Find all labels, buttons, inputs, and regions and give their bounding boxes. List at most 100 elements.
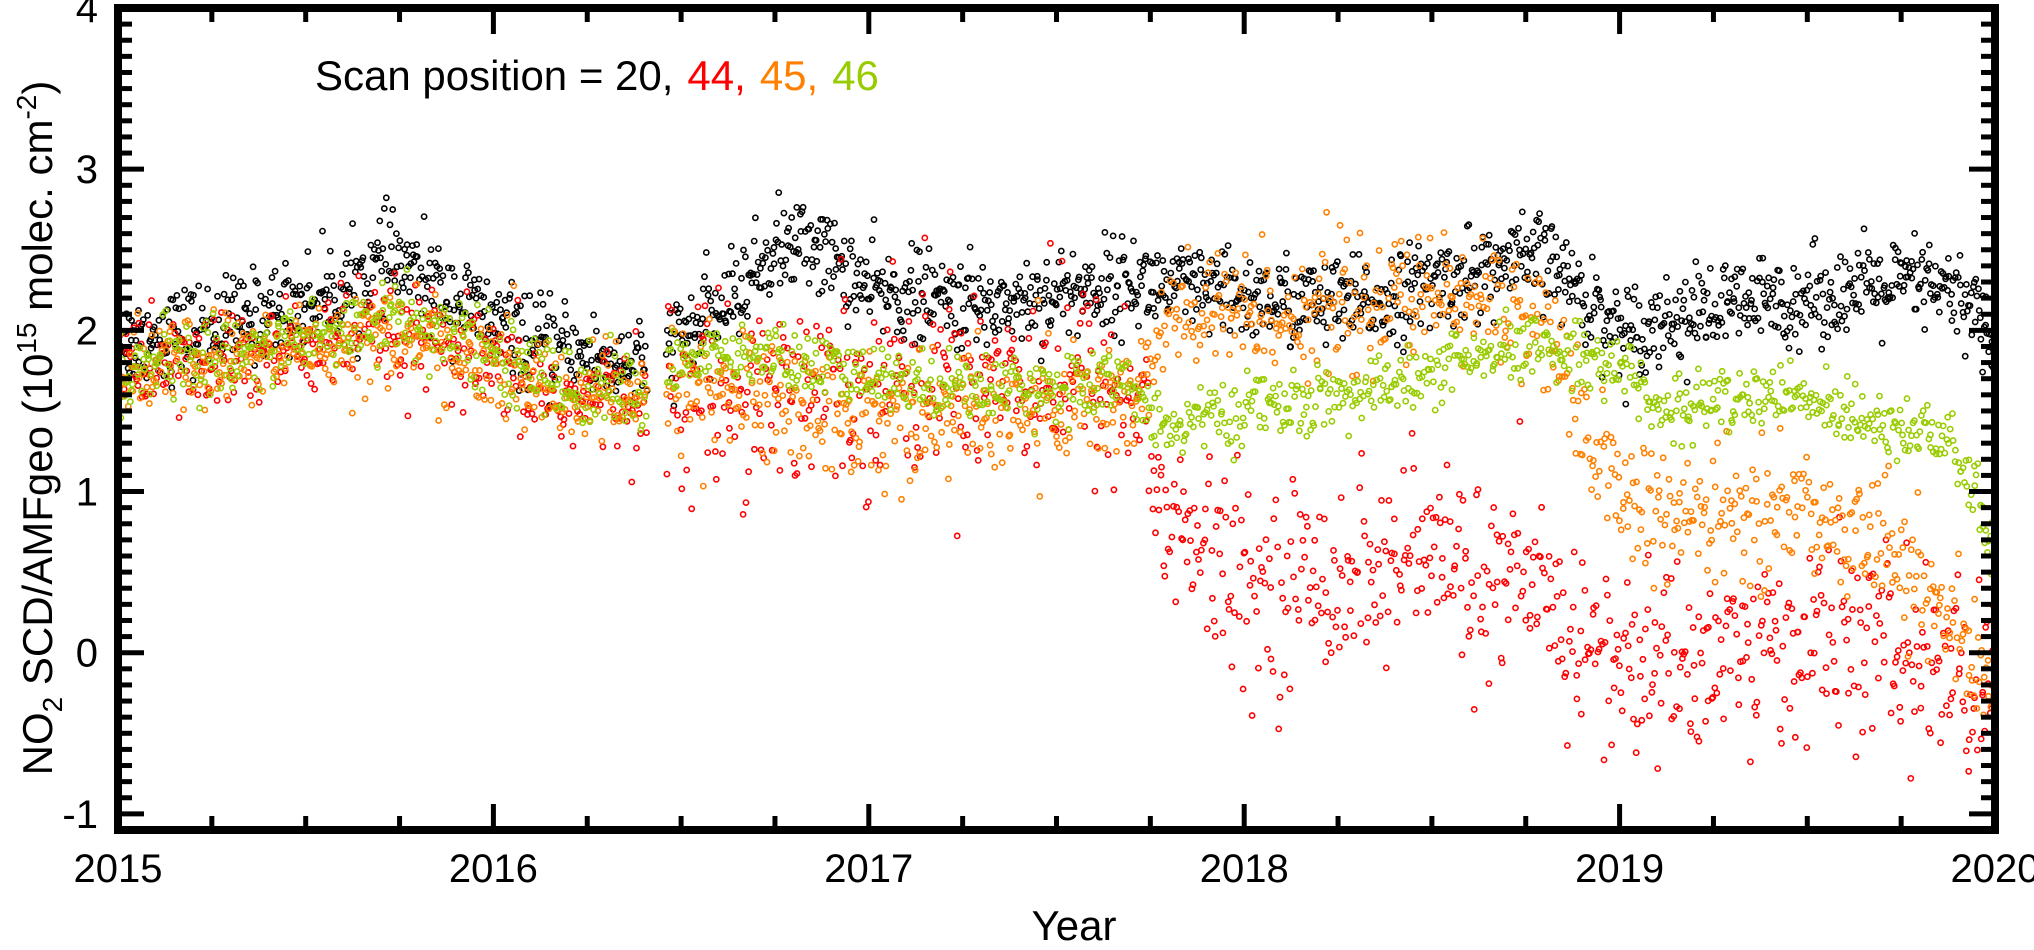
- data-point-20: [821, 278, 828, 286]
- data-point-20: [778, 241, 786, 248]
- data-point-20: [814, 227, 822, 235]
- data-point-20: [328, 272, 336, 280]
- data-point-20: [171, 340, 179, 348]
- data-point-20: [301, 300, 309, 307]
- data-point-20: [532, 301, 540, 308]
- data-point-20: [319, 227, 326, 235]
- data-point-20: [330, 282, 338, 289]
- data-point-20: [882, 296, 890, 304]
- data-point-20: [240, 282, 247, 290]
- data-point-20: [338, 270, 346, 278]
- data-point-20: [870, 216, 878, 223]
- data-point-20: [757, 264, 764, 272]
- data-point-20: [791, 234, 799, 242]
- data-point-20: [572, 329, 580, 336]
- data-point-20: [844, 323, 852, 331]
- data-point-20: [712, 289, 719, 297]
- data-point-20: [410, 258, 418, 266]
- data-point-20: [822, 238, 829, 245]
- data-point-20: [187, 297, 195, 305]
- data-point-20: [453, 294, 460, 302]
- data-point-20: [720, 310, 727, 318]
- data-point-20: [251, 362, 258, 369]
- data-point-20: [513, 309, 520, 317]
- data-point-20: [388, 243, 395, 251]
- data-point-20: [222, 271, 230, 279]
- data-point-20: [625, 331, 632, 339]
- data-point-20: [781, 271, 789, 279]
- data-point-20: [326, 247, 334, 255]
- data-point-20: [480, 293, 488, 301]
- data-point-20: [839, 266, 846, 273]
- data-point-20: [842, 260, 850, 267]
- data-point-20: [228, 296, 236, 304]
- data-point-20: [821, 230, 828, 238]
- data-point-20: [421, 294, 429, 302]
- data-point-20: [378, 267, 386, 275]
- data-point-20: [550, 321, 558, 329]
- data-point-20: [358, 257, 366, 264]
- data-point-20: [296, 282, 304, 290]
- data-point-20: [786, 243, 794, 251]
- data-point-20: [272, 341, 279, 349]
- data-point-20: [268, 300, 276, 307]
- data-point-20: [463, 262, 471, 270]
- data-point-20: [636, 317, 643, 325]
- data-point-20: [779, 262, 787, 270]
- data-point-20: [807, 221, 815, 229]
- data-point-20: [727, 242, 735, 250]
- data-point-20: [493, 298, 501, 306]
- data-point-20: [450, 306, 458, 314]
- data-point-20: [867, 293, 875, 301]
- data-point-20: [740, 246, 747, 254]
- data-point-20: [716, 315, 724, 323]
- data-point-20: [638, 354, 646, 361]
- data-point-20: [309, 315, 317, 323]
- data-point-20: [773, 219, 780, 227]
- data-point-20: [455, 303, 463, 311]
- data-point-20: [691, 330, 699, 338]
- data-point-20: [244, 299, 251, 307]
- data-point-20: [257, 292, 265, 300]
- data-point-20: [150, 323, 158, 331]
- data-point-20: [457, 290, 464, 298]
- data-point-20: [546, 289, 554, 297]
- data-point-20: [534, 325, 542, 332]
- data-point-20: [495, 290, 503, 298]
- data-point-20: [769, 250, 777, 257]
- data-point-20: [515, 387, 523, 394]
- data-point-20: [549, 315, 557, 323]
- data-point-20: [823, 216, 831, 224]
- data-point-20: [396, 237, 404, 245]
- data-point-20: [513, 303, 521, 311]
- data-point-20: [169, 296, 177, 304]
- data-point-20: [339, 285, 347, 293]
- data-point-20: [734, 302, 742, 310]
- data-point-20: [857, 256, 864, 263]
- data-point-20: [575, 339, 582, 346]
- data-point-20: [827, 284, 835, 292]
- data-point-20: [676, 305, 684, 313]
- data-point-20: [522, 335, 530, 342]
- data-point-20: [718, 294, 725, 302]
- data-point-20: [744, 312, 751, 320]
- data-point-20: [497, 306, 504, 314]
- data-point-20: [863, 272, 871, 280]
- data-point-20: [738, 274, 745, 282]
- data-point-20: [466, 281, 474, 289]
- data-point-20: [776, 279, 784, 287]
- data-point-20: [805, 279, 813, 287]
- data-point-20: [707, 297, 715, 305]
- data-point-20: [173, 291, 181, 299]
- data-point-20: [380, 205, 388, 212]
- data-point-20: [735, 330, 743, 338]
- data-point-20: [374, 239, 381, 247]
- data-point-20: [373, 254, 381, 262]
- data-point-20: [759, 259, 767, 267]
- data-point-20: [291, 287, 299, 295]
- data-point-20: [506, 291, 514, 298]
- data-point-20: [316, 313, 323, 320]
- data-point-20: [702, 249, 710, 256]
- data-point-20: [268, 274, 276, 281]
